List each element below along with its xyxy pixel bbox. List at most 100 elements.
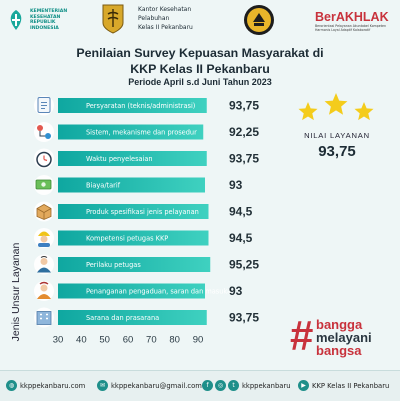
bar-row: Persyaratan (teknis/administrasi) 93,75 — [34, 95, 259, 116]
bar-value-label: 93 — [229, 178, 243, 192]
x-tick-label: 70 — [146, 335, 157, 346]
berakhlak-text: BerAKHLAK — [315, 10, 389, 24]
campaign-word: melayani — [316, 330, 372, 345]
x-tick-label: 80 — [169, 335, 180, 346]
footer-email[interactable]: ✉ kkppekanbaru@gmail.com — [97, 380, 202, 391]
campaign-word: bangsa — [316, 343, 362, 358]
bar-value-label: 93,75 — [229, 152, 259, 166]
title-line-1: Penilaian Survey Kepuasan Masyarakat di — [76, 46, 324, 60]
star-icon — [298, 102, 318, 121]
footer-youtube-text: KKP Kelas II Pekanbaru — [312, 381, 390, 390]
box-icon — [34, 201, 54, 222]
title-period: Periode April s.d Juni Tahun 2023 — [128, 77, 272, 87]
satisfaction-bar-chart: Jenis Unsur Layanan Persyaratan (teknis/… — [0, 90, 400, 370]
x-tick-label: 40 — [76, 335, 87, 346]
facebook-icon: f — [202, 380, 213, 391]
bar — [58, 310, 207, 325]
stopwatch-icon — [34, 148, 54, 169]
kkp-name-line: Kelas II Pekanbaru — [138, 23, 193, 31]
bar-value-label: 95,25 — [229, 258, 259, 272]
complaint-icon — [34, 281, 54, 301]
chart-y-axis-label: Jenis Unsur Layanan — [10, 242, 22, 342]
bar — [58, 230, 209, 246]
bar-category-label: Sistem, mekanisme dan prosedur — [86, 128, 197, 136]
worker-icon — [34, 228, 54, 248]
money-coin — [41, 182, 46, 187]
worker-helmet — [38, 231, 50, 236]
building-windows — [40, 313, 48, 320]
bar-category-label: Kompetensi petugas KKP — [86, 234, 168, 242]
document-icon — [34, 95, 54, 116]
bar-category-label: Biaya/tarif — [86, 181, 121, 189]
kemenkes-line: KEMENTERIAN — [30, 9, 68, 14]
berakhlak-subtext: Berorientasi Pelayanan Akuntabel Kompete… — [315, 24, 386, 32]
footer-website[interactable]: ◍ kkppekanbaru.com — [6, 380, 85, 391]
bangga-melayani-bangsa-logo: # bangga melayani bangsa — [290, 312, 395, 362]
kemenkes-leaf-icon — [10, 10, 22, 30]
twitter-icon: t — [228, 380, 239, 391]
kkp-name-line: Kantor Kesehatan — [138, 6, 192, 13]
kkp-name-line: Pelabuhan — [138, 14, 170, 22]
kemenkes-line: REPUBLIK — [30, 20, 56, 26]
staff-body — [37, 267, 51, 273]
bar-category-label: Penanganan pengaduan, saran dan masukan — [86, 287, 235, 295]
title-line-2: KKP Kelas II Pekanbaru — [130, 62, 270, 76]
footer-email-text: kkppekanbaru@gmail.com — [111, 381, 202, 390]
youtube-icon: ▶ — [298, 380, 309, 391]
flow-link — [39, 131, 45, 137]
bar — [58, 177, 205, 193]
staff-headset — [40, 256, 48, 258]
bar-category-label: Waktu penyelesaian — [86, 155, 153, 163]
footer-social[interactable]: f ◎ t kkppekanbaru — [202, 380, 291, 391]
bar-row: Biaya/tarif 93 — [34, 175, 243, 195]
x-tick-label: 50 — [99, 335, 110, 346]
bar-category-label: Sarana dan prasarana — [86, 314, 159, 322]
stopwatch-hand — [43, 155, 48, 162]
chart-canvas: Persyaratan (teknis/administrasi) 93,75 Si… — [34, 95, 259, 346]
star-icon — [324, 93, 348, 115]
building-body — [36, 311, 52, 325]
complaint-head — [40, 284, 48, 292]
flow-node — [45, 133, 51, 139]
kemenkes-logo: KEMENTERIAN KESEHATAN REPUBLIK INDONESIA — [4, 5, 86, 39]
x-tick-label: 30 — [53, 335, 64, 346]
footer: ◍ kkppekanbaru.com ✉ kkppekanbaru@gmail.… — [0, 370, 400, 401]
globe-icon: ◍ — [6, 380, 17, 391]
bar-value-label: 94,5 — [229, 205, 253, 219]
kkp-name: Kantor Kesehatan Pelabuhan Kelas II Peka… — [138, 6, 193, 32]
header: KEMENTERIAN KESEHATAN REPUBLIK INDONESIA… — [0, 0, 400, 40]
bar — [58, 283, 205, 299]
star-icon — [354, 102, 374, 121]
bar — [58, 124, 204, 140]
bar-row: Perilaku petugas 95,25 — [34, 254, 259, 275]
document-lines — [41, 102, 47, 109]
nilai-layanan-label: NILAI LAYANAN — [304, 131, 370, 140]
worker-body — [38, 243, 50, 247]
box-shape — [36, 204, 52, 220]
bar-row: Sarana dan prasarana 93,75 — [34, 307, 259, 328]
kemenkes-line: KESEHATAN — [30, 14, 61, 20]
bar-value-label: 93,75 — [229, 99, 259, 113]
x-tick-label: 60 — [123, 335, 134, 346]
bar — [58, 98, 207, 113]
flowchart-icon — [34, 122, 54, 142]
bar-row: Waktu penyelesaian 93,75 — [34, 148, 259, 169]
x-tick-label: 90 — [193, 335, 204, 346]
bar-value-label: 94,5 — [229, 231, 253, 245]
campaign-word: bangga — [316, 317, 363, 332]
mail-icon: ✉ — [97, 380, 108, 391]
staff-head — [40, 258, 48, 265]
bar-value-label: 92,25 — [229, 125, 259, 139]
bar-value-label: 93 — [229, 284, 243, 298]
footer-website-text: kkppekanbaru.com — [20, 381, 86, 390]
money-icon — [34, 175, 54, 195]
worker-head — [40, 235, 48, 243]
service-staff-icon — [34, 254, 54, 275]
kemenkes-line: INDONESIA — [30, 25, 59, 31]
rating-stars — [298, 93, 374, 121]
kkp-emblem-icon — [102, 4, 124, 34]
footer-youtube[interactable]: ▶ KKP Kelas II Pekanbaru — [298, 380, 389, 391]
hashtag-symbol: # — [290, 312, 314, 359]
bar-row: Produk spesifikasi jenis pelayanan 94,5 — [34, 201, 253, 222]
instagram-icon: ◎ — [215, 380, 226, 391]
